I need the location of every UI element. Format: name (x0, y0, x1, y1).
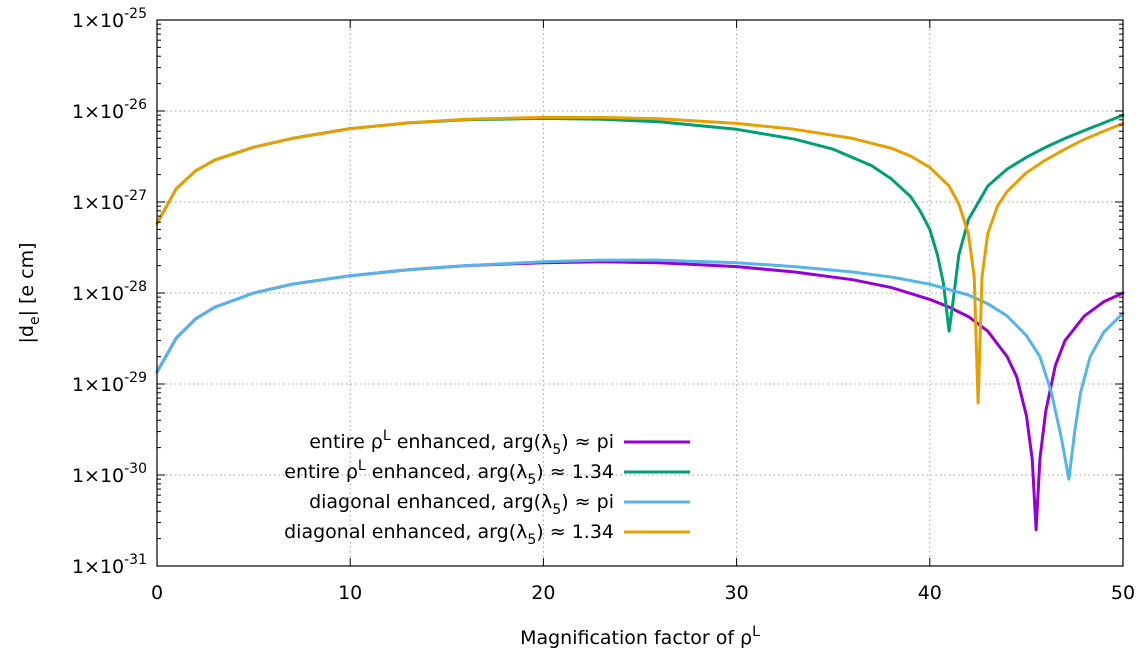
y-tick-label: 1×10-26 (72, 97, 147, 123)
y-tick-label: 1×10-28 (72, 279, 147, 305)
x-tick-label: 10 (338, 582, 362, 604)
y-tick-labels: 1×10-25 1×10-26 1×10-27 1×10-28 1×10-29 1×10-… (72, 6, 147, 578)
y-tick-label: 1×10-30 (72, 461, 147, 487)
y-tick-label: 1×10-29 (72, 370, 147, 396)
legend-entry-label: diagonal enhanced, arg(λ5) ≈ pi (309, 491, 614, 518)
x-tick-label: 0 (151, 582, 163, 604)
x-tick-label: 40 (918, 582, 942, 604)
legend-entry-label: entire ρL enhanced, arg(λ5) ≈ 1.34 (284, 458, 614, 488)
x-tick-label: 20 (531, 582, 555, 604)
y-tick-label: 1×10-25 (72, 6, 147, 32)
grid-lines (156, 19, 1124, 567)
legend-entry-label: entire ρL enhanced, arg(λ5) ≈ pi (309, 428, 614, 458)
x-axis-label: Magnification factor of ρL (520, 624, 760, 649)
series-line-diagonal-134 (155, 115, 1125, 405)
legend-entry-label: diagonal enhanced, arg(λ5) ≈ 1.34 (284, 521, 614, 548)
x-tick-label: 50 (1111, 582, 1135, 604)
y-tick-label: 1×10-31 (72, 552, 147, 578)
y-axis-label: |de| [e cm] (16, 242, 43, 343)
series-lines (155, 113, 1125, 532)
y-tick-label: 1×10-27 (72, 188, 147, 214)
x-tick-labels: 0 10 20 30 40 50 (151, 582, 1135, 604)
axis-ticks (156, 19, 1124, 567)
x-tick-label: 30 (725, 582, 749, 604)
series-line-diagonal-pi (155, 258, 1125, 481)
